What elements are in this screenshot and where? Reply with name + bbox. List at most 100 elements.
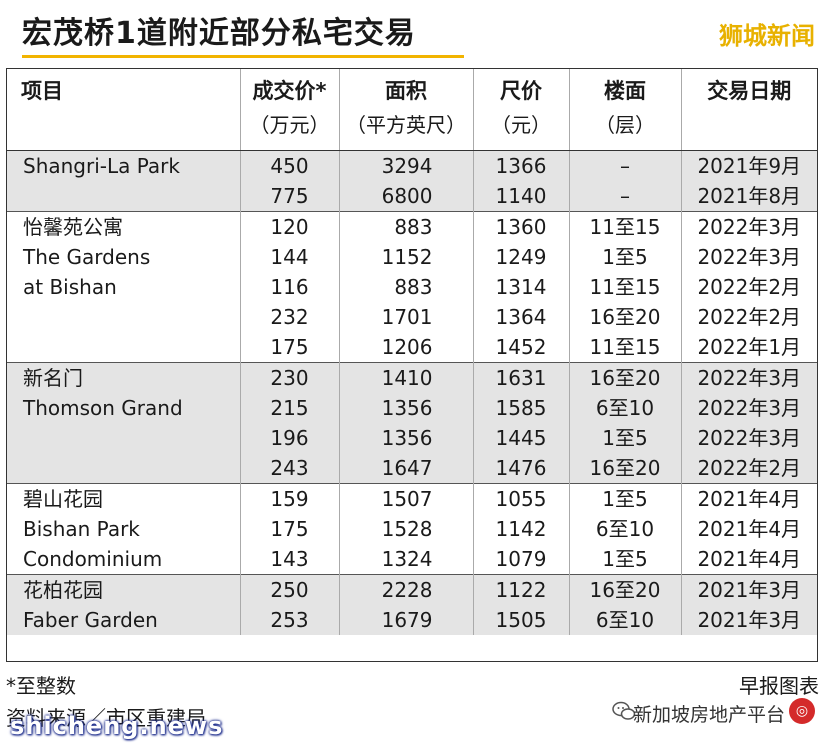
cell-project: Bishan Park <box>23 517 140 541</box>
cell-area: 883 <box>338 211 473 242</box>
cell-price: 175 <box>239 332 339 363</box>
table-row: 175 1206 1452 11至15 2022年1月 <box>7 332 817 363</box>
table-row: 243 1647 1476 16至20 2022年2月 <box>7 453 817 484</box>
cell-psf: 1476 <box>472 453 569 484</box>
header-psf: 尺价 （元） <box>472 69 569 151</box>
cell-area: 1647 <box>338 453 473 484</box>
cell-project <box>7 453 240 484</box>
cell-project: The Gardens <box>23 245 151 269</box>
transactions-table: 项目 成交价* （万元） 面积 （平方英尺） 尺价 （元） 楼面 （层） 交易日期 Sh… <box>7 69 817 635</box>
cell-psf: 1249 <box>472 242 569 272</box>
cell-floor: 1至5 <box>568 242 681 272</box>
cell-price: 120 <box>239 211 339 242</box>
cell-area: 1206 <box>338 332 473 363</box>
cell-area: 1152 <box>338 242 473 272</box>
footnote: *至整数 <box>6 674 76 698</box>
cell-floor: 11至15 <box>568 332 681 363</box>
cell-date: 2022年3月 <box>680 362 817 393</box>
cell-date: 2022年3月 <box>680 211 817 242</box>
transactions-table-frame: 项目 成交价* （万元） 面积 （平方英尺） 尺价 （元） 楼面 （层） 交易日期 Sh… <box>6 68 818 662</box>
cell-project: 花柏花园 <box>7 574 240 605</box>
table-row: 碧山花园 159 1507 1055 1至5 2021年4月 <box>7 483 817 514</box>
cell-project: Faber Garden <box>7 605 240 635</box>
table-row: 196 1356 1445 1至5 2022年3月 <box>7 423 817 453</box>
cell-date: 2022年3月 <box>680 423 817 453</box>
table-row: Shangri-La Park 450 3294 1366–2021年9月 <box>7 150 817 181</box>
table-body: Shangri-La Park 450 3294 1366–2021年9月 775 680… <box>7 150 817 635</box>
cell-psf: 1314 <box>472 272 569 302</box>
cell-psf: 1452 <box>472 332 569 363</box>
cell-project: Condominium <box>23 547 163 571</box>
cell-price: 253 <box>239 605 339 635</box>
cell-area: 1356 <box>338 393 473 423</box>
table-row: Thomson Grand 215 1356 1585 6至10 2022年3月 <box>7 393 817 423</box>
cell-price: 775 <box>239 181 339 212</box>
cell-floor: 6至10 <box>568 514 681 544</box>
cell-date: 2021年4月 <box>680 514 817 544</box>
cell-project <box>7 302 240 332</box>
title-underline <box>22 55 464 58</box>
source-note: 资料来源／市区重建局 <box>6 706 206 730</box>
header-area: 面积 （平方英尺） <box>338 69 473 151</box>
cell-price: 175 <box>239 514 339 544</box>
cell-psf: 1079 <box>472 544 569 575</box>
cell-date: 2022年3月 <box>680 393 817 423</box>
table-row: Faber Garden 253 1679 1505 6至10 2021年3月 <box>7 605 817 635</box>
cell-price: 159 <box>239 483 339 514</box>
table-row: Condominium 143 1324 1079 1至5 2021年4月 <box>7 544 817 575</box>
cell-area: 1356 <box>338 423 473 453</box>
cell-psf: 1366 <box>472 150 569 181</box>
cell-floor: 11至15 <box>568 211 681 242</box>
cell-floor: – <box>568 150 681 181</box>
cell-psf: 1055 <box>472 483 569 514</box>
cell-psf: 1142 <box>472 514 569 544</box>
header-date: 交易日期 <box>680 69 817 151</box>
cell-psf: 1364 <box>472 302 569 332</box>
cell-price: 215 <box>239 393 339 423</box>
cell-psf: 1122 <box>472 574 569 605</box>
cell-area: 3294 <box>338 150 473 181</box>
cell-psf: 1360 <box>472 211 569 242</box>
cell-date: 2022年2月 <box>680 453 817 484</box>
watermark-site: shicheng.news <box>10 712 224 740</box>
cell-project <box>7 423 240 453</box>
cell-floor: 6至10 <box>568 605 681 635</box>
cell-date: 2021年3月 <box>680 605 817 635</box>
cell-date: 2021年4月 <box>680 483 817 514</box>
cell-floor: 16至20 <box>568 362 681 393</box>
cell-project <box>7 332 240 363</box>
table-row: 232 1701 1364 16至20 2022年2月 <box>7 302 817 332</box>
table-row: 怡馨苑公寓 120 883 1360 11至15 2022年3月 <box>7 211 817 242</box>
cell-floor: 16至20 <box>568 302 681 332</box>
cell-floor: 1至5 <box>568 483 681 514</box>
cell-psf: 1140 <box>472 181 569 212</box>
cell-project: Shangri-La Park <box>7 150 240 181</box>
cell-date: 2021年3月 <box>680 574 817 605</box>
chart-title: 宏茂桥1道附近部分私宅交易 <box>22 16 416 51</box>
cell-psf: 1445 <box>472 423 569 453</box>
cell-floor: 11至15 <box>568 272 681 302</box>
cell-price: 196 <box>239 423 339 453</box>
cell-floor: 1至5 <box>568 544 681 575</box>
table-row: at Bishan 116 883 1314 11至15 2022年2月 <box>7 272 817 302</box>
cell-floor: 16至20 <box>568 453 681 484</box>
cell-psf: 1505 <box>472 605 569 635</box>
cell-area: 1324 <box>338 544 473 575</box>
cell-area: 883 <box>338 272 473 302</box>
cell-floor: 1至5 <box>568 423 681 453</box>
cell-floor: – <box>568 181 681 212</box>
cell-project: 碧山花园 <box>7 483 240 514</box>
account-logo-icon: ◎ <box>789 698 815 724</box>
cell-date: 2022年3月 <box>680 242 817 272</box>
cell-price: 230 <box>239 362 339 393</box>
cell-project <box>7 181 240 212</box>
cell-price: 232 <box>239 302 339 332</box>
cell-price: 450 <box>239 150 339 181</box>
cell-date: 2022年2月 <box>680 272 817 302</box>
cell-area: 1528 <box>338 514 473 544</box>
header-project: 项目 <box>7 69 240 151</box>
cell-price: 143 <box>239 544 339 575</box>
table-row: 花柏花园 250 2228 1122 16至20 2021年3月 <box>7 574 817 605</box>
cell-floor: 6至10 <box>568 393 681 423</box>
cell-area: 2228 <box>338 574 473 605</box>
